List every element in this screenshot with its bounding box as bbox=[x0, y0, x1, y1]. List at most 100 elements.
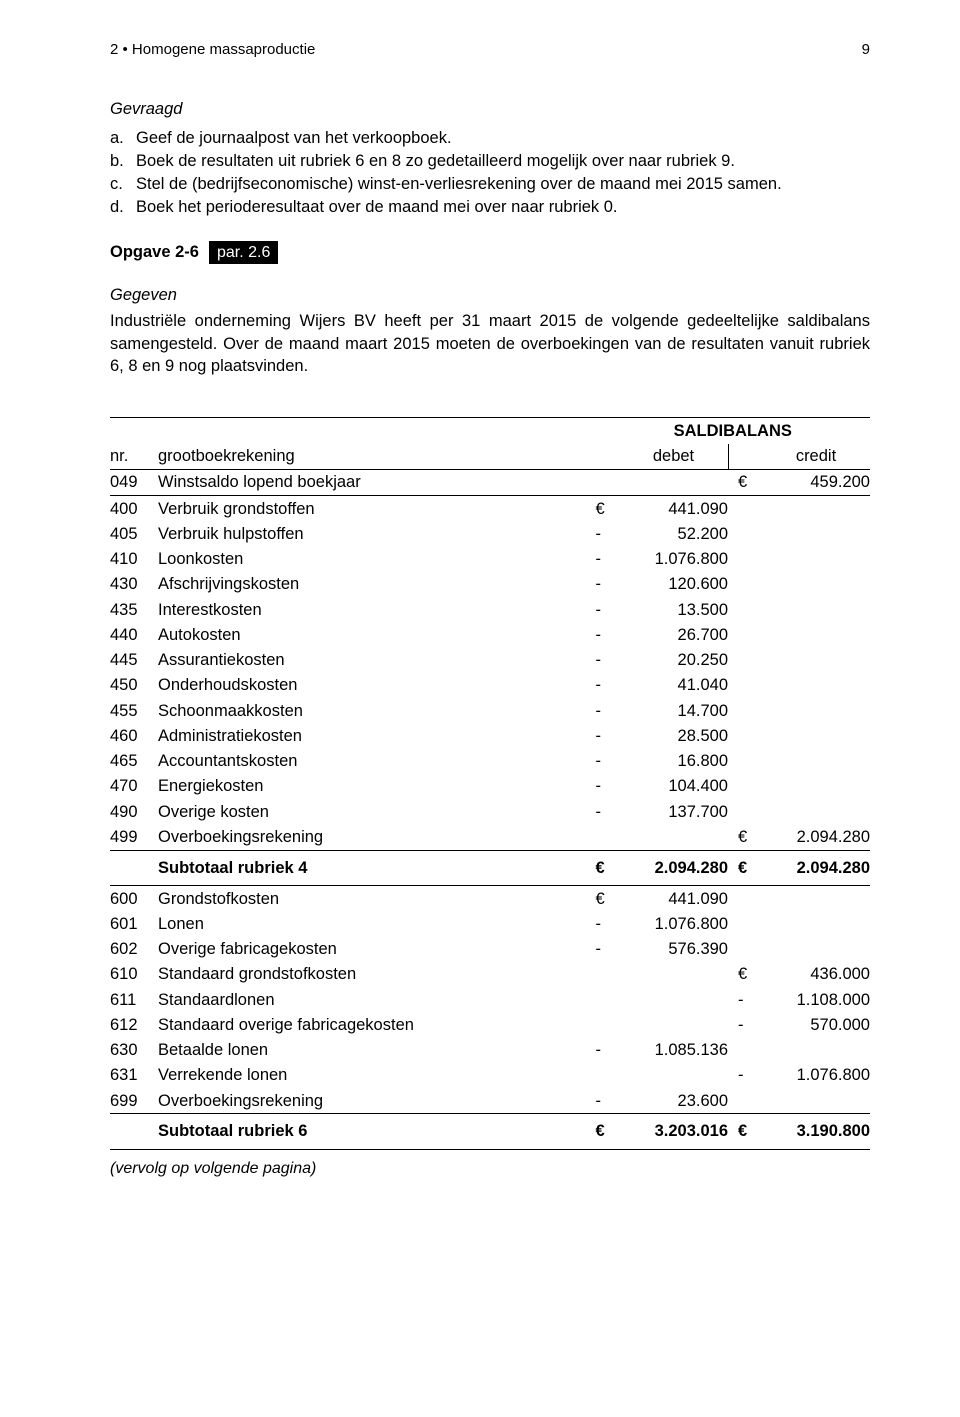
row-name: Schoonmaakkosten bbox=[158, 698, 596, 723]
row-name: Verbruik hulpstoffen bbox=[158, 521, 596, 546]
par-badge: par. 2.6 bbox=[209, 241, 278, 265]
row-debet: 1.076.800 bbox=[620, 911, 729, 936]
row-credit-sym bbox=[728, 723, 762, 748]
subtotal-4-debet-sym: € bbox=[596, 850, 620, 885]
row-nr: 465 bbox=[110, 749, 158, 774]
row-credit bbox=[762, 698, 870, 723]
row-nr: 630 bbox=[110, 1038, 158, 1063]
row-name: Verbruik grondstoffen bbox=[158, 496, 596, 522]
row-credit bbox=[762, 547, 870, 572]
table-row: 610Standaard grondstofkosten€436.000 bbox=[110, 962, 870, 987]
row-credit-sym bbox=[728, 1088, 762, 1114]
row-debet: 23.600 bbox=[620, 1088, 729, 1114]
subtotal-4-credit: 2.094.280 bbox=[762, 850, 870, 885]
row-credit-sym bbox=[728, 698, 762, 723]
row-debet-sym: - bbox=[596, 937, 620, 962]
row-debet: 13.500 bbox=[620, 597, 729, 622]
row-name: Lonen bbox=[158, 911, 596, 936]
row-credit-sym bbox=[728, 911, 762, 936]
subtotal-4-label: Subtotaal rubriek 4 bbox=[158, 850, 596, 885]
table-row: 049Winstsaldo lopend boekjaar€459.200 bbox=[110, 469, 870, 495]
row-debet bbox=[620, 987, 729, 1012]
list-item: c. Stel de (bedrijfseconomische) winst-e… bbox=[110, 173, 870, 195]
table-header-credit: credit bbox=[762, 444, 870, 470]
row-credit bbox=[762, 673, 870, 698]
table-row: 435Interestkosten-13.500 bbox=[110, 597, 870, 622]
table-row: 611Standaardlonen-1.108.000 bbox=[110, 987, 870, 1012]
row-nr: 612 bbox=[110, 1012, 158, 1037]
row-credit bbox=[762, 597, 870, 622]
row-debet: 441.090 bbox=[620, 496, 729, 522]
list-item-text: Boek de resultaten uit rubriek 6 en 8 zo… bbox=[136, 150, 735, 172]
row-credit-sym bbox=[728, 886, 762, 912]
row-nr: 450 bbox=[110, 673, 158, 698]
row-debet: 52.200 bbox=[620, 521, 729, 546]
row-credit-sym bbox=[728, 622, 762, 647]
row-credit bbox=[762, 1038, 870, 1063]
list-item-text: Stel de (bedrijfseconomische) winst-en-v… bbox=[136, 173, 782, 195]
table-row: 490Overige kosten-137.700 bbox=[110, 799, 870, 824]
row-debet: 28.500 bbox=[620, 723, 729, 748]
row-debet-sym: - bbox=[596, 521, 620, 546]
page: 2 • Homogene massaproductie 9 Gevraagd a… bbox=[0, 0, 960, 1417]
list-item-label: c. bbox=[110, 173, 136, 195]
row-debet: 16.800 bbox=[620, 749, 729, 774]
row-nr: 601 bbox=[110, 911, 158, 936]
row-debet: 137.700 bbox=[620, 799, 729, 824]
table-row: 602Overige fabricagekosten-576.390 bbox=[110, 937, 870, 962]
row-credit-sym bbox=[728, 774, 762, 799]
saldibalans-table: SALDIBALANS nr. grootboekrekening debet … bbox=[110, 417, 870, 1179]
page-number: 9 bbox=[862, 40, 870, 60]
table-row: 400Verbruik grondstoffen€441.090 bbox=[110, 496, 870, 522]
vervolg-note: (vervolg op volgende pagina) bbox=[110, 1158, 870, 1180]
list-item-text: Geef de journaalpost van het verkoopboek… bbox=[136, 127, 452, 149]
row-name: Administratiekosten bbox=[158, 723, 596, 748]
row-credit: 570.000 bbox=[762, 1012, 870, 1037]
row-name: Autokosten bbox=[158, 622, 596, 647]
row-debet-sym: - bbox=[596, 774, 620, 799]
row-debet: 14.700 bbox=[620, 698, 729, 723]
row-credit-sym bbox=[728, 673, 762, 698]
row-credit bbox=[762, 1088, 870, 1114]
gevraagd-list: a. Geef de journaalpost van het verkoopb… bbox=[110, 127, 870, 219]
table-row: 410Loonkosten-1.076.800 bbox=[110, 547, 870, 572]
table-header-debet: debet bbox=[620, 444, 729, 470]
row-credit-sym bbox=[728, 648, 762, 673]
row-nr: 611 bbox=[110, 987, 158, 1012]
row-credit-sym bbox=[728, 572, 762, 597]
gegeven-section: Gegeven Industriële onderneming Wijers B… bbox=[110, 284, 870, 377]
subtotal-4-debet: 2.094.280 bbox=[620, 850, 729, 885]
row-debet bbox=[620, 1012, 729, 1037]
row-credit-sym: € bbox=[728, 824, 762, 850]
table-row: 601Lonen-1.076.800 bbox=[110, 911, 870, 936]
row-debet-sym: - bbox=[596, 1038, 620, 1063]
list-item: d. Boek het perioderesultaat over de maa… bbox=[110, 196, 870, 218]
list-item-label: a. bbox=[110, 127, 136, 149]
row-debet-sym: - bbox=[596, 597, 620, 622]
list-item-label: d. bbox=[110, 196, 136, 218]
row-name: Winstsaldo lopend boekjaar bbox=[158, 469, 596, 495]
row-credit bbox=[762, 886, 870, 912]
row-name: Loonkosten bbox=[158, 547, 596, 572]
row-credit-sym bbox=[728, 799, 762, 824]
table-row: 455Schoonmaakkosten-14.700 bbox=[110, 698, 870, 723]
row-credit bbox=[762, 937, 870, 962]
table-row: 499Overboekingsrekening€2.094.280 bbox=[110, 824, 870, 850]
row-debet-sym: - bbox=[596, 749, 620, 774]
row-nr: 490 bbox=[110, 799, 158, 824]
row-debet-sym bbox=[596, 1012, 620, 1037]
row-name: Afschrijvingskosten bbox=[158, 572, 596, 597]
row-credit: 2.094.280 bbox=[762, 824, 870, 850]
row-debet-sym bbox=[596, 987, 620, 1012]
row-credit-sym: € bbox=[728, 962, 762, 987]
row-credit bbox=[762, 521, 870, 546]
row-name: Overboekingsrekening bbox=[158, 1088, 596, 1114]
row-debet-sym: - bbox=[596, 622, 620, 647]
row-nr: 400 bbox=[110, 496, 158, 522]
row-debet: 1.085.136 bbox=[620, 1038, 729, 1063]
opgave-label: Opgave 2-6 bbox=[110, 241, 199, 263]
gegeven-title: Gegeven bbox=[110, 284, 870, 306]
table-row: 630Betaalde lonen-1.085.136 bbox=[110, 1038, 870, 1063]
row-debet-sym: - bbox=[596, 1088, 620, 1114]
row-name: Betaalde lonen bbox=[158, 1038, 596, 1063]
